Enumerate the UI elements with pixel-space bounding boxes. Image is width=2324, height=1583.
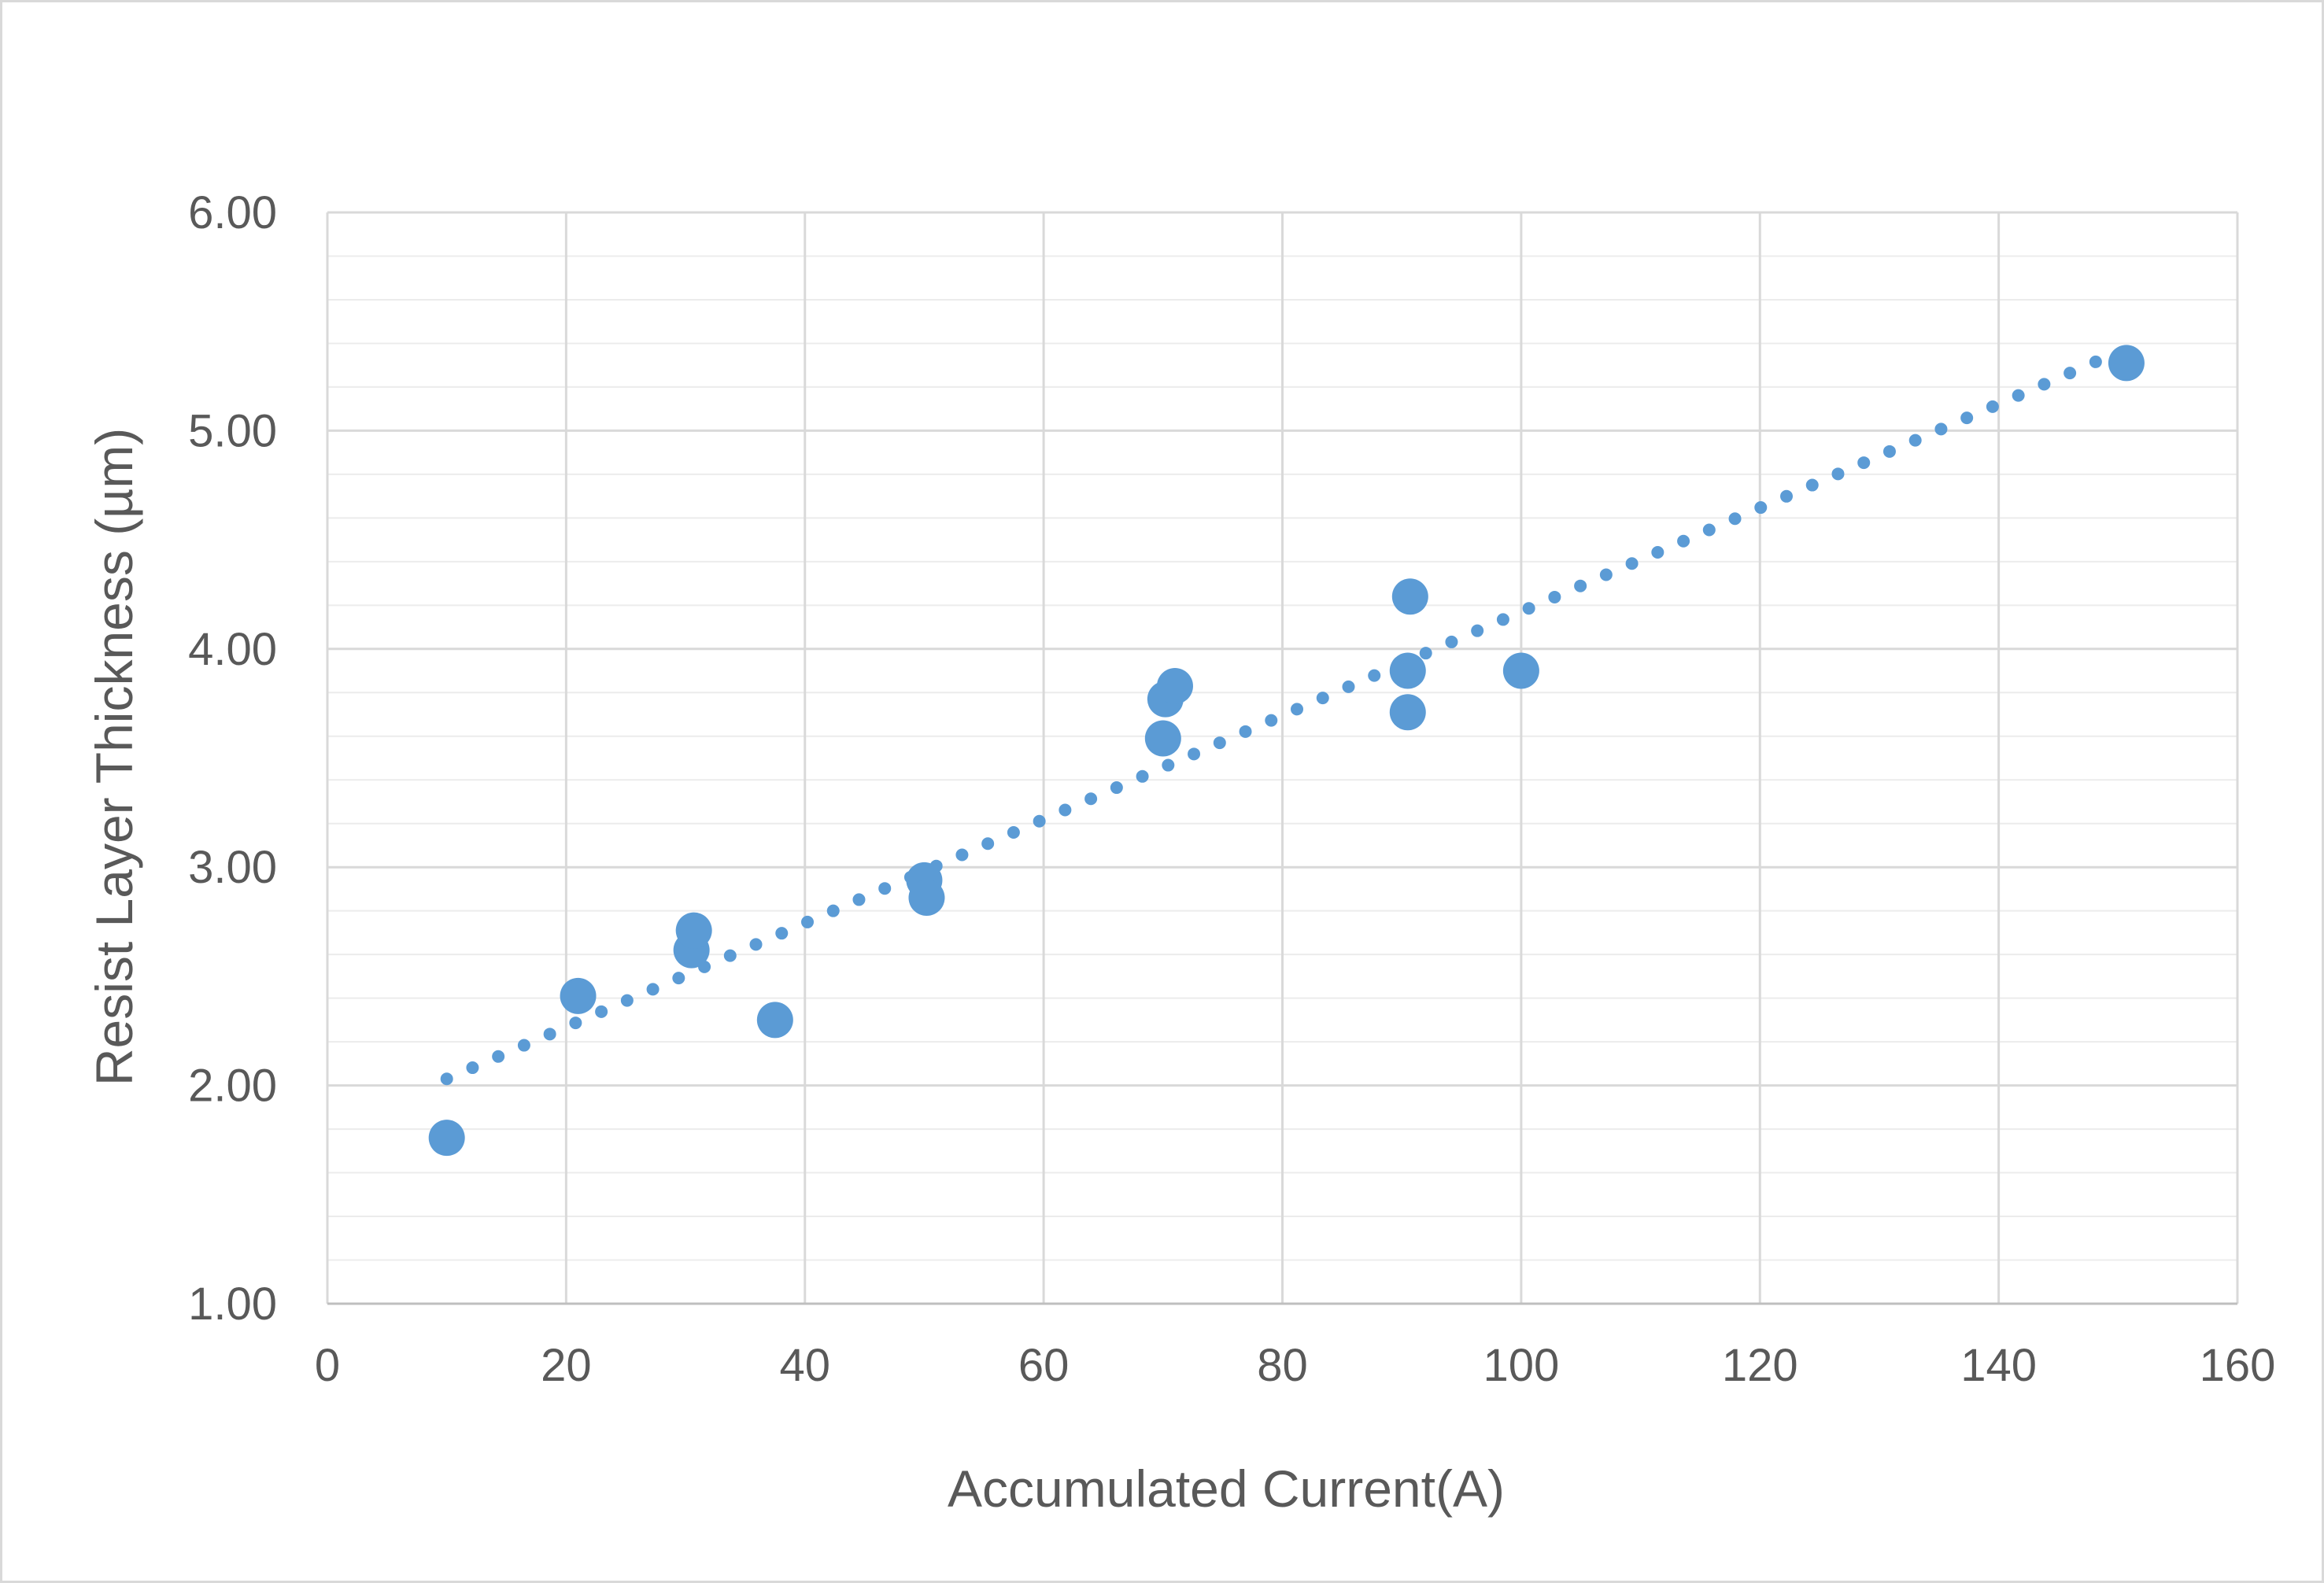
x-tick-label: 140 <box>1960 1340 2037 1391</box>
data-point <box>1389 652 1426 689</box>
data-point <box>560 977 597 1014</box>
y-axis-title: Resist Layer Thickness (µm) <box>85 428 143 1086</box>
data-point <box>1144 720 1181 757</box>
data-point <box>675 912 712 949</box>
data-point <box>1391 578 1428 615</box>
y-tick-label: 1.00 <box>188 1279 277 1330</box>
x-tick-label: 0 <box>315 1340 340 1391</box>
x-tick-label: 80 <box>1257 1340 1308 1391</box>
y-tick-label: 4.00 <box>188 624 277 675</box>
x-tick-label: 100 <box>1483 1340 1559 1391</box>
data-point <box>2108 345 2145 382</box>
y-tick-label: 2.00 <box>188 1061 277 1112</box>
y-tick-label: 3.00 <box>188 842 277 893</box>
x-tick-label: 20 <box>541 1340 592 1391</box>
y-tick-label: 5.00 <box>188 405 277 456</box>
x-axis-title: Accumulated Current(A) <box>948 1459 1505 1518</box>
y-axis-ticks: 1.00 2.00 3.00 4.00 5.00 6.00 <box>188 187 277 1330</box>
trendline-path <box>440 345 2125 1086</box>
gridlines <box>326 211 2239 1305</box>
data-point <box>756 1002 793 1039</box>
data-point <box>1502 652 1539 689</box>
trendline <box>440 345 2125 1086</box>
data-points <box>428 345 2145 1157</box>
x-axis-ticks: 0 20 40 60 80 100 120 140 160 <box>315 1340 2276 1391</box>
x-tick-label: 160 <box>2200 1340 2276 1391</box>
x-tick-label: 40 <box>779 1340 830 1391</box>
data-point <box>908 880 945 917</box>
y-tick-label: 6.00 <box>188 187 277 238</box>
data-point <box>1389 694 1426 731</box>
data-point <box>428 1120 465 1157</box>
x-tick-label: 60 <box>1018 1340 1070 1391</box>
x-tick-label: 120 <box>1722 1340 1798 1391</box>
data-point <box>1156 667 1193 704</box>
